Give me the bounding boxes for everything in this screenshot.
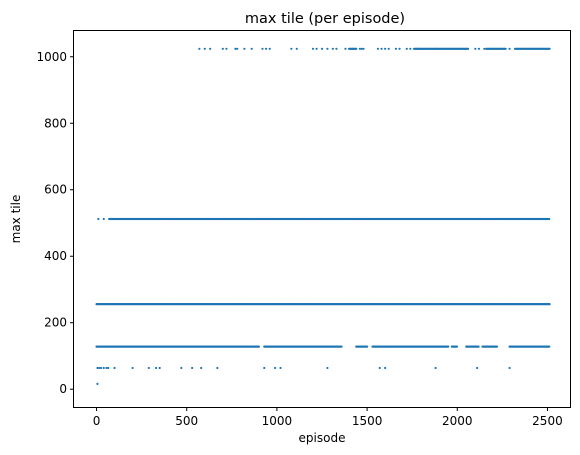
data-point — [447, 345, 450, 348]
x-tick-label: 1500 — [352, 414, 383, 428]
y-axis-label: max tile — [9, 195, 23, 244]
data-point — [102, 217, 105, 221]
data-point — [344, 47, 347, 50]
data-point — [279, 366, 282, 370]
data-point — [320, 47, 324, 50]
data-point — [398, 47, 401, 50]
data-point — [311, 47, 315, 50]
data-point — [326, 47, 329, 50]
data-point — [131, 366, 134, 370]
data-point — [105, 366, 108, 370]
data-point — [97, 217, 100, 221]
data-point — [387, 47, 390, 50]
data-point — [335, 47, 338, 50]
data-point — [466, 47, 470, 50]
y-tick-label: 200 — [44, 316, 67, 330]
data-point — [200, 366, 203, 370]
data-point — [96, 382, 99, 385]
data-point — [236, 47, 239, 50]
data-point — [315, 47, 318, 50]
plot-frame — [73, 30, 571, 408]
data-point — [147, 366, 150, 370]
data-point — [326, 366, 329, 370]
x-tick-label: 2000 — [442, 414, 473, 428]
data-point — [409, 47, 412, 50]
data-point — [290, 47, 293, 50]
data-point — [405, 47, 408, 50]
data-point — [483, 47, 486, 50]
chart-title: max tile (per episode) — [245, 11, 405, 27]
x-axis-label: episode — [299, 431, 346, 445]
data-point — [250, 47, 253, 50]
data-point — [394, 47, 398, 50]
data-point — [261, 47, 264, 50]
data-point — [203, 47, 206, 50]
data-point — [264, 47, 268, 50]
data-point — [113, 366, 116, 370]
y-tick-label: 800 — [44, 116, 67, 130]
x-axis: 0 500 1000 1500 2000 2500 — [93, 407, 563, 428]
data-point — [221, 47, 224, 50]
data-point — [548, 217, 551, 221]
data-point — [331, 47, 334, 50]
data-point — [340, 345, 343, 348]
data-point — [154, 366, 158, 370]
data-point — [158, 366, 161, 370]
data-point — [376, 47, 380, 50]
data-point — [198, 47, 201, 50]
data-point — [548, 345, 551, 348]
data-point — [380, 47, 383, 50]
data-point — [508, 366, 511, 370]
data-point — [378, 366, 381, 370]
data-point — [384, 47, 387, 50]
data-point — [434, 366, 437, 370]
y-axis: 0 200 400 600 800 1000 — [36, 50, 74, 396]
data-point — [234, 47, 237, 50]
x-tick-label: 500 — [175, 414, 198, 428]
data-point — [365, 345, 369, 348]
data-point — [362, 47, 365, 50]
data-point — [477, 345, 480, 348]
y-tick-label: 600 — [44, 183, 67, 197]
data-point — [495, 345, 499, 348]
data-point — [99, 366, 103, 370]
data-point — [477, 47, 481, 50]
y-tick-label: 1000 — [36, 50, 67, 64]
y-tick-label: 400 — [44, 249, 67, 263]
data-point — [98, 366, 101, 370]
data-point — [474, 47, 477, 50]
data-point — [504, 47, 507, 50]
data-point — [355, 47, 358, 50]
data-point — [257, 345, 260, 348]
data-point — [548, 47, 551, 50]
data-point — [455, 345, 459, 348]
data-point — [191, 366, 194, 370]
data-point — [263, 366, 266, 370]
x-tick-label: 2500 — [532, 414, 563, 428]
data-points — [95, 47, 551, 385]
data-point — [225, 47, 228, 50]
data-point — [216, 366, 219, 370]
data-point — [476, 366, 479, 370]
data-point — [358, 47, 361, 50]
data-point — [180, 366, 183, 370]
x-tick-label: 0 — [93, 414, 101, 428]
data-point — [508, 47, 511, 50]
data-point — [274, 366, 277, 370]
data-point — [268, 47, 271, 50]
x-tick-label: 1000 — [262, 414, 293, 428]
data-point — [102, 366, 105, 370]
data-point — [360, 47, 363, 50]
data-point — [548, 303, 551, 306]
data-point — [243, 47, 246, 50]
data-point — [96, 366, 99, 370]
data-point — [107, 366, 110, 370]
data-point — [209, 47, 212, 50]
y-tick-label: 0 — [59, 382, 67, 396]
data-point — [295, 47, 298, 50]
data-point — [384, 366, 387, 370]
